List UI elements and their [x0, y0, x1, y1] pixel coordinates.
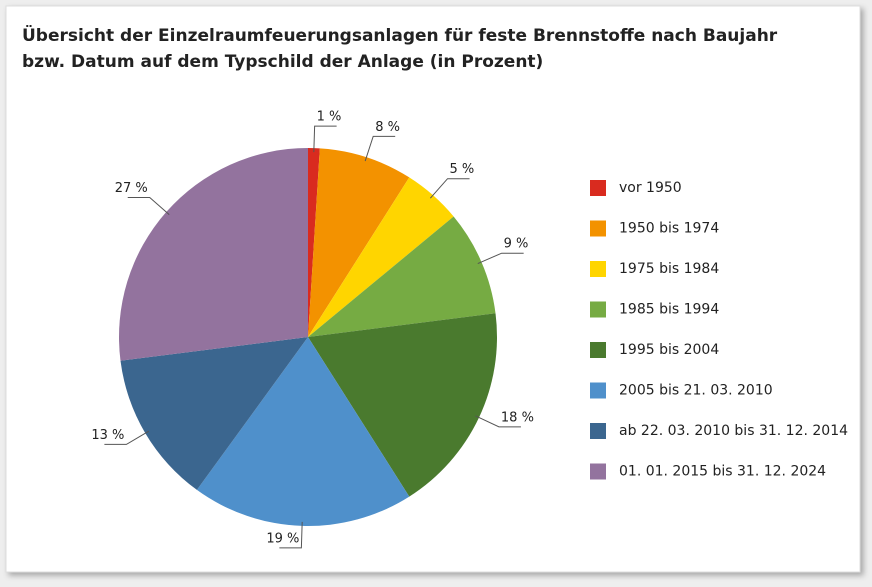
data-label: 9 % [504, 237, 529, 252]
legend-label: ab 22. 03. 2010 bis 31. 12. 2014 [619, 423, 848, 439]
legend-swatch [590, 382, 606, 399]
data-label: 8 % [375, 120, 400, 135]
pie-slice [308, 313, 497, 497]
legend-label: 01. 01. 2015 bis 31. 12. 2024 [619, 464, 826, 480]
pie-slice [308, 148, 410, 337]
legend-swatch [590, 220, 606, 237]
data-label: 19 % [266, 531, 299, 546]
pie-slice [118, 148, 308, 361]
legend-label: vor 1950 [619, 180, 682, 196]
data-label: 18 % [501, 410, 534, 425]
legend-label: 2005 bis 21. 03. 2010 [619, 383, 773, 399]
chart-title: bzw. Datum auf dem Typschild der Anlage … [22, 52, 543, 72]
leader-line [429, 178, 470, 199]
pie-slice [308, 148, 320, 337]
legend-label: 1995 bis 2004 [619, 342, 719, 358]
leader-line [475, 415, 521, 428]
pie-slice [308, 177, 454, 337]
legend-swatch [590, 423, 606, 439]
legend-label: 1975 bis 1984 [619, 261, 719, 277]
leader-line [104, 430, 150, 445]
legend-swatch [590, 342, 606, 358]
leader-line [313, 125, 337, 153]
chart-title: Übersicht der Einzelraumfeuerungsanlagen… [22, 24, 778, 46]
data-label: 1 % [317, 110, 342, 125]
legend-label: 1950 bis 1974 [619, 221, 719, 237]
leader-line [279, 521, 303, 549]
data-label: 27 % [115, 181, 148, 196]
pie-slice [308, 216, 496, 337]
data-label: 13 % [91, 428, 124, 443]
pie-slice [120, 337, 308, 490]
leader-line [364, 135, 396, 162]
leader-line [477, 252, 524, 264]
data-label: 5 % [450, 162, 475, 177]
legend-label: 1985 bis 1994 [619, 302, 719, 318]
legend-swatch [590, 301, 606, 318]
legend-swatch [590, 180, 606, 196]
legend-swatch [590, 463, 606, 480]
pie-slice [196, 337, 410, 526]
legend-swatch [590, 261, 606, 277]
leader-line [127, 196, 170, 216]
